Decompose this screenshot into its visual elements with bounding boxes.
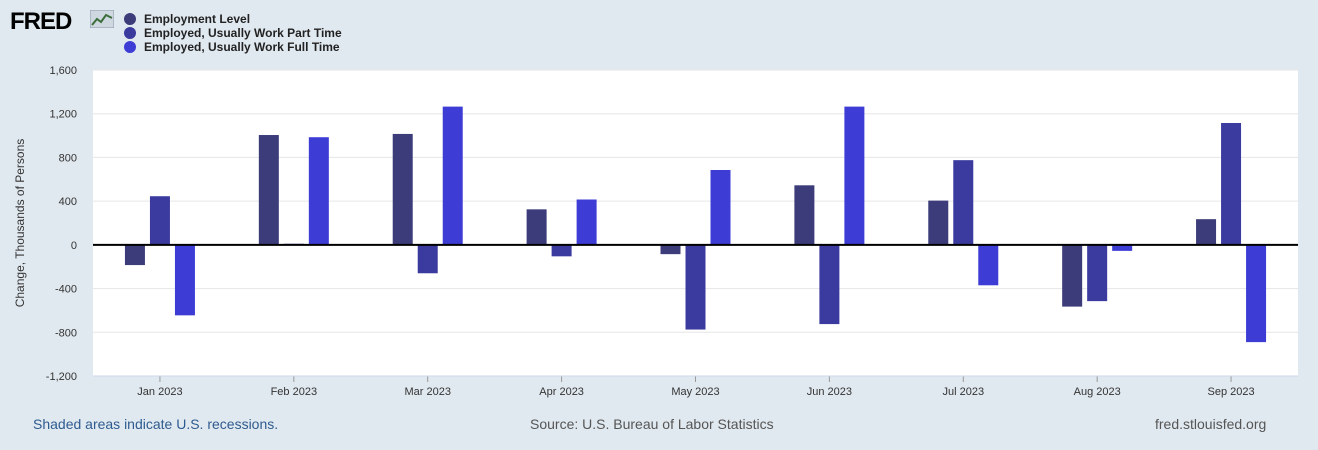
legend-label: Employed, Usually Work Full Time (144, 40, 340, 54)
bar[interactable] (551, 244, 572, 257)
bar[interactable] (685, 244, 706, 330)
y-tick-label: 400 (59, 196, 77, 208)
x-tick-label: Sep 2023 (1208, 386, 1255, 398)
y-tick-label: -800 (55, 327, 77, 339)
x-tick-label: Aug 2023 (1074, 386, 1121, 398)
bar[interactable] (124, 244, 145, 266)
bar-chart: -1,200 -800 -400 0 400 800 1,200 1,600 Jan 2023 F… (13, 65, 1298, 398)
bar[interactable] (392, 133, 413, 245)
legend-label: Employment Level (144, 12, 251, 26)
bar[interactable] (953, 160, 974, 245)
legend-item[interactable]: Employment Level (124, 12, 342, 26)
bar[interactable] (576, 199, 597, 245)
bar[interactable] (928, 200, 949, 245)
y-tick-label: 800 (59, 152, 77, 164)
x-tick-label: Apr 2023 (539, 386, 584, 398)
bar[interactable] (1062, 244, 1083, 307)
y-tick-label: -1,200 (46, 371, 77, 383)
legend-dot-part-time (124, 27, 136, 39)
legend-dot-employment-level (124, 13, 136, 25)
x-tick-label: Feb 2023 (271, 386, 317, 398)
bar[interactable] (844, 106, 865, 245)
legend-dot-full-time (124, 41, 136, 53)
x-tick-label: Mar 2023 (404, 386, 450, 398)
x-tick-label: May 2023 (671, 386, 719, 398)
bar[interactable] (149, 196, 170, 245)
y-tick-label: 0 (71, 240, 77, 252)
bar[interactable] (1246, 244, 1267, 343)
y-tick-label: -400 (55, 284, 77, 296)
y-axis-title: Change, Thousands of Persons (13, 139, 27, 308)
bar[interactable] (1087, 244, 1108, 302)
x-tick-label: Jun 2023 (807, 386, 852, 398)
bar[interactable] (710, 169, 731, 245)
recession-note: Shaded areas indicate U.S. recessions. (33, 416, 279, 432)
y-tick-label: 1,600 (49, 65, 77, 77)
fred-logo[interactable]: FRED (10, 8, 72, 35)
bar[interactable] (417, 244, 438, 274)
bar[interactable] (442, 106, 463, 245)
bar[interactable] (258, 135, 279, 245)
bar[interactable] (660, 244, 681, 255)
bar[interactable] (526, 209, 547, 245)
x-tick-label: Jan 2023 (137, 386, 182, 398)
bar[interactable] (1221, 123, 1242, 245)
bar[interactable] (1112, 244, 1133, 251)
legend-label: Employed, Usually Work Part Time (144, 26, 342, 40)
x-tick-label: Jul 2023 (942, 386, 984, 398)
legend: Employment Level Employed, Usually Work … (124, 12, 342, 54)
legend-item[interactable]: Employed, Usually Work Part Time (124, 26, 342, 40)
bar[interactable] (819, 244, 840, 325)
site-link[interactable]: fred.stlouisfed.org (1155, 416, 1267, 432)
fred-graph-icon (90, 10, 114, 28)
legend-item[interactable]: Employed, Usually Work Full Time (124, 40, 342, 54)
bar[interactable] (794, 185, 815, 245)
bar[interactable] (978, 244, 999, 286)
source-note: Source: U.S. Bureau of Labor Statistics (530, 416, 774, 432)
bar[interactable] (174, 244, 195, 316)
bar[interactable] (1196, 219, 1217, 245)
y-tick-label: 1,200 (49, 109, 77, 121)
bar[interactable] (308, 137, 329, 245)
